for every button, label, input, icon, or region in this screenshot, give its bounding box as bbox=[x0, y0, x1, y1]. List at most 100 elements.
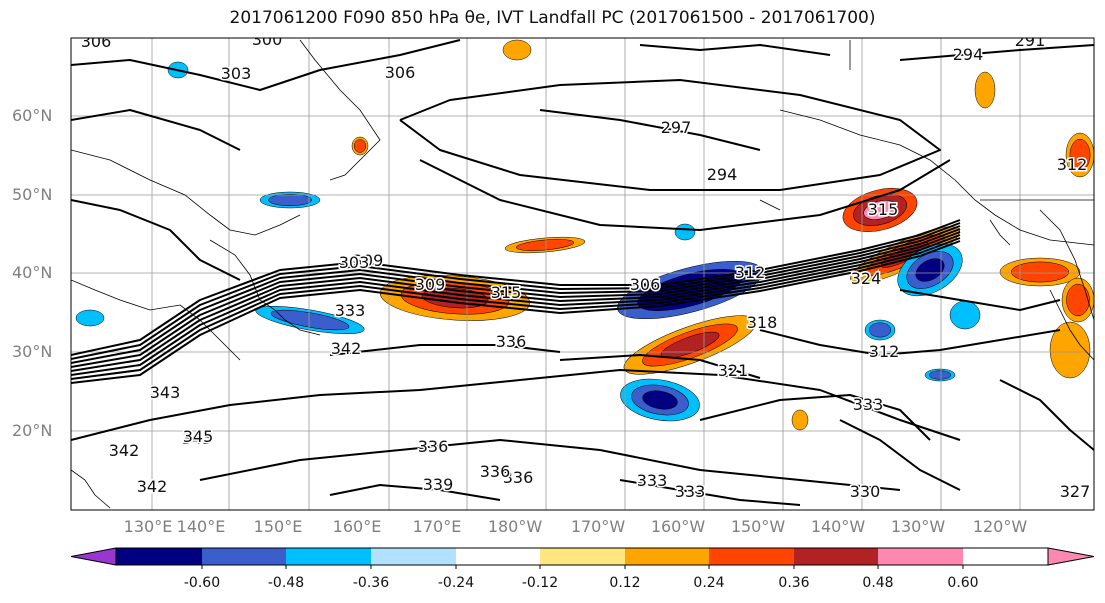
contour-line bbox=[639, 44, 831, 56]
shaded-anomaly bbox=[1010, 261, 1070, 283]
longitude-label: 170°E bbox=[412, 517, 462, 536]
colorbar-tick-label: -0.24 bbox=[437, 575, 475, 591]
shaded-anomaly bbox=[915, 258, 945, 282]
contour-label: 343 bbox=[150, 383, 181, 402]
contour-line bbox=[71, 39, 461, 91]
shaded-anomaly bbox=[642, 390, 678, 410]
contour-line bbox=[71, 225, 961, 364]
colorbar-swatch bbox=[286, 548, 371, 565]
contour-label: 336 bbox=[496, 332, 527, 351]
contour-label: 339 bbox=[423, 475, 454, 494]
contour-label: 336 bbox=[480, 462, 511, 481]
colorbar-frame bbox=[115, 547, 1049, 566]
shaded-anomaly bbox=[974, 71, 996, 109]
contour-label: 291 bbox=[1015, 31, 1046, 50]
latitude-label: 30°N bbox=[12, 342, 53, 361]
longitude-label: 130°W bbox=[890, 517, 946, 536]
longitude-label: 150°W bbox=[730, 517, 786, 536]
shaded-anomaly bbox=[949, 300, 981, 330]
longitude-label: 140°W bbox=[810, 517, 866, 536]
shaded-anomaly bbox=[791, 409, 809, 431]
latitude-label: 20°N bbox=[12, 421, 53, 440]
coastline bbox=[299, 39, 381, 181]
shaded-anomaly bbox=[502, 39, 532, 61]
colorbar-tick-label: 0.48 bbox=[862, 575, 894, 591]
colorbar-tick-label: 0.36 bbox=[778, 575, 810, 591]
coastline bbox=[71, 469, 111, 509]
colorbar-tick-label: 0.60 bbox=[947, 575, 979, 591]
contour-label: 315 bbox=[491, 283, 522, 302]
contour-label: 312 bbox=[869, 342, 900, 361]
contour-label: 318 bbox=[747, 313, 778, 332]
shaded-anomaly bbox=[516, 239, 574, 251]
contour-label: 327 bbox=[1060, 482, 1091, 501]
contour-label: 303 bbox=[221, 64, 252, 83]
colorbar-swatch bbox=[794, 548, 878, 565]
longitude-label: 130°E bbox=[123, 517, 173, 536]
longitude-label: 120°W bbox=[972, 517, 1028, 536]
contour-line bbox=[71, 222, 961, 360]
contour-line bbox=[899, 289, 1061, 311]
shaded-anomaly bbox=[674, 223, 696, 241]
coastline bbox=[1049, 289, 1094, 361]
longitude-label: 140°E bbox=[176, 517, 226, 536]
contour-line bbox=[329, 484, 501, 501]
contour-label: 330 bbox=[850, 482, 881, 501]
chart-title: 2017061200 F090 850 hPa θe, IVT Landfall… bbox=[229, 8, 876, 28]
colorbar-tick-label: -0.48 bbox=[267, 575, 305, 591]
colorbar-swatch bbox=[202, 548, 286, 565]
shaded-anomaly bbox=[268, 193, 312, 207]
contour-line bbox=[399, 79, 941, 191]
contour-label: 342 bbox=[331, 339, 362, 358]
contour-line bbox=[899, 44, 1094, 61]
colorbar-swatch bbox=[456, 548, 540, 565]
longitude-label: 160°E bbox=[332, 517, 382, 536]
longitude-label: 180°W bbox=[487, 517, 543, 536]
contour-label: 336 bbox=[418, 437, 449, 456]
colorbar-tick-label: 0.24 bbox=[693, 575, 725, 591]
coastlines bbox=[71, 39, 1094, 509]
contour-line bbox=[71, 109, 241, 151]
colorbar-tick-label: -0.60 bbox=[183, 575, 221, 591]
colorbar-tick-label: 0.12 bbox=[609, 575, 641, 591]
colorbar-swatch bbox=[371, 548, 456, 565]
colorbar-extend-min bbox=[70, 547, 117, 566]
contour-label: 312 bbox=[735, 263, 766, 282]
contour-label: 321 bbox=[718, 361, 749, 380]
colorbar-swatch bbox=[625, 548, 709, 565]
shaded-anomaly bbox=[1049, 321, 1091, 379]
coastline bbox=[71, 279, 241, 361]
colorbar-swatch bbox=[116, 548, 202, 565]
coastline bbox=[989, 219, 1011, 246]
contour-label: 306 bbox=[630, 275, 661, 294]
contour-label: 297 bbox=[661, 118, 692, 137]
contour-line bbox=[71, 234, 961, 376]
shaded-anomaly bbox=[928, 370, 952, 380]
coastline bbox=[1039, 209, 1094, 321]
contour-line bbox=[759, 329, 1061, 356]
contour-label: 333 bbox=[675, 482, 706, 501]
contour-label: 342 bbox=[137, 477, 168, 496]
map-frame bbox=[70, 37, 1095, 511]
contour-line bbox=[999, 379, 1094, 451]
contour-label: 303 bbox=[339, 253, 370, 272]
colorbar bbox=[70, 547, 1095, 569]
contour-line bbox=[71, 240, 961, 384]
longitude-label: 170°W bbox=[570, 517, 626, 536]
contour-label: 324 bbox=[851, 269, 882, 288]
shaded-anomaly bbox=[1066, 283, 1090, 317]
coastline bbox=[209, 239, 321, 336]
contour-label: 312 bbox=[1057, 155, 1088, 174]
contour-line bbox=[559, 354, 761, 379]
colorbar-swatch bbox=[878, 548, 963, 565]
shaded-anomaly bbox=[75, 309, 105, 327]
contour-label: 315 bbox=[868, 200, 899, 219]
shaded-anomaly bbox=[863, 200, 897, 220]
coastline bbox=[779, 109, 1094, 246]
contour-label: 294 bbox=[953, 45, 984, 64]
colorbar-extend-max bbox=[1047, 547, 1095, 566]
contour-line bbox=[699, 394, 931, 441]
contour-label: 300 bbox=[252, 30, 283, 49]
